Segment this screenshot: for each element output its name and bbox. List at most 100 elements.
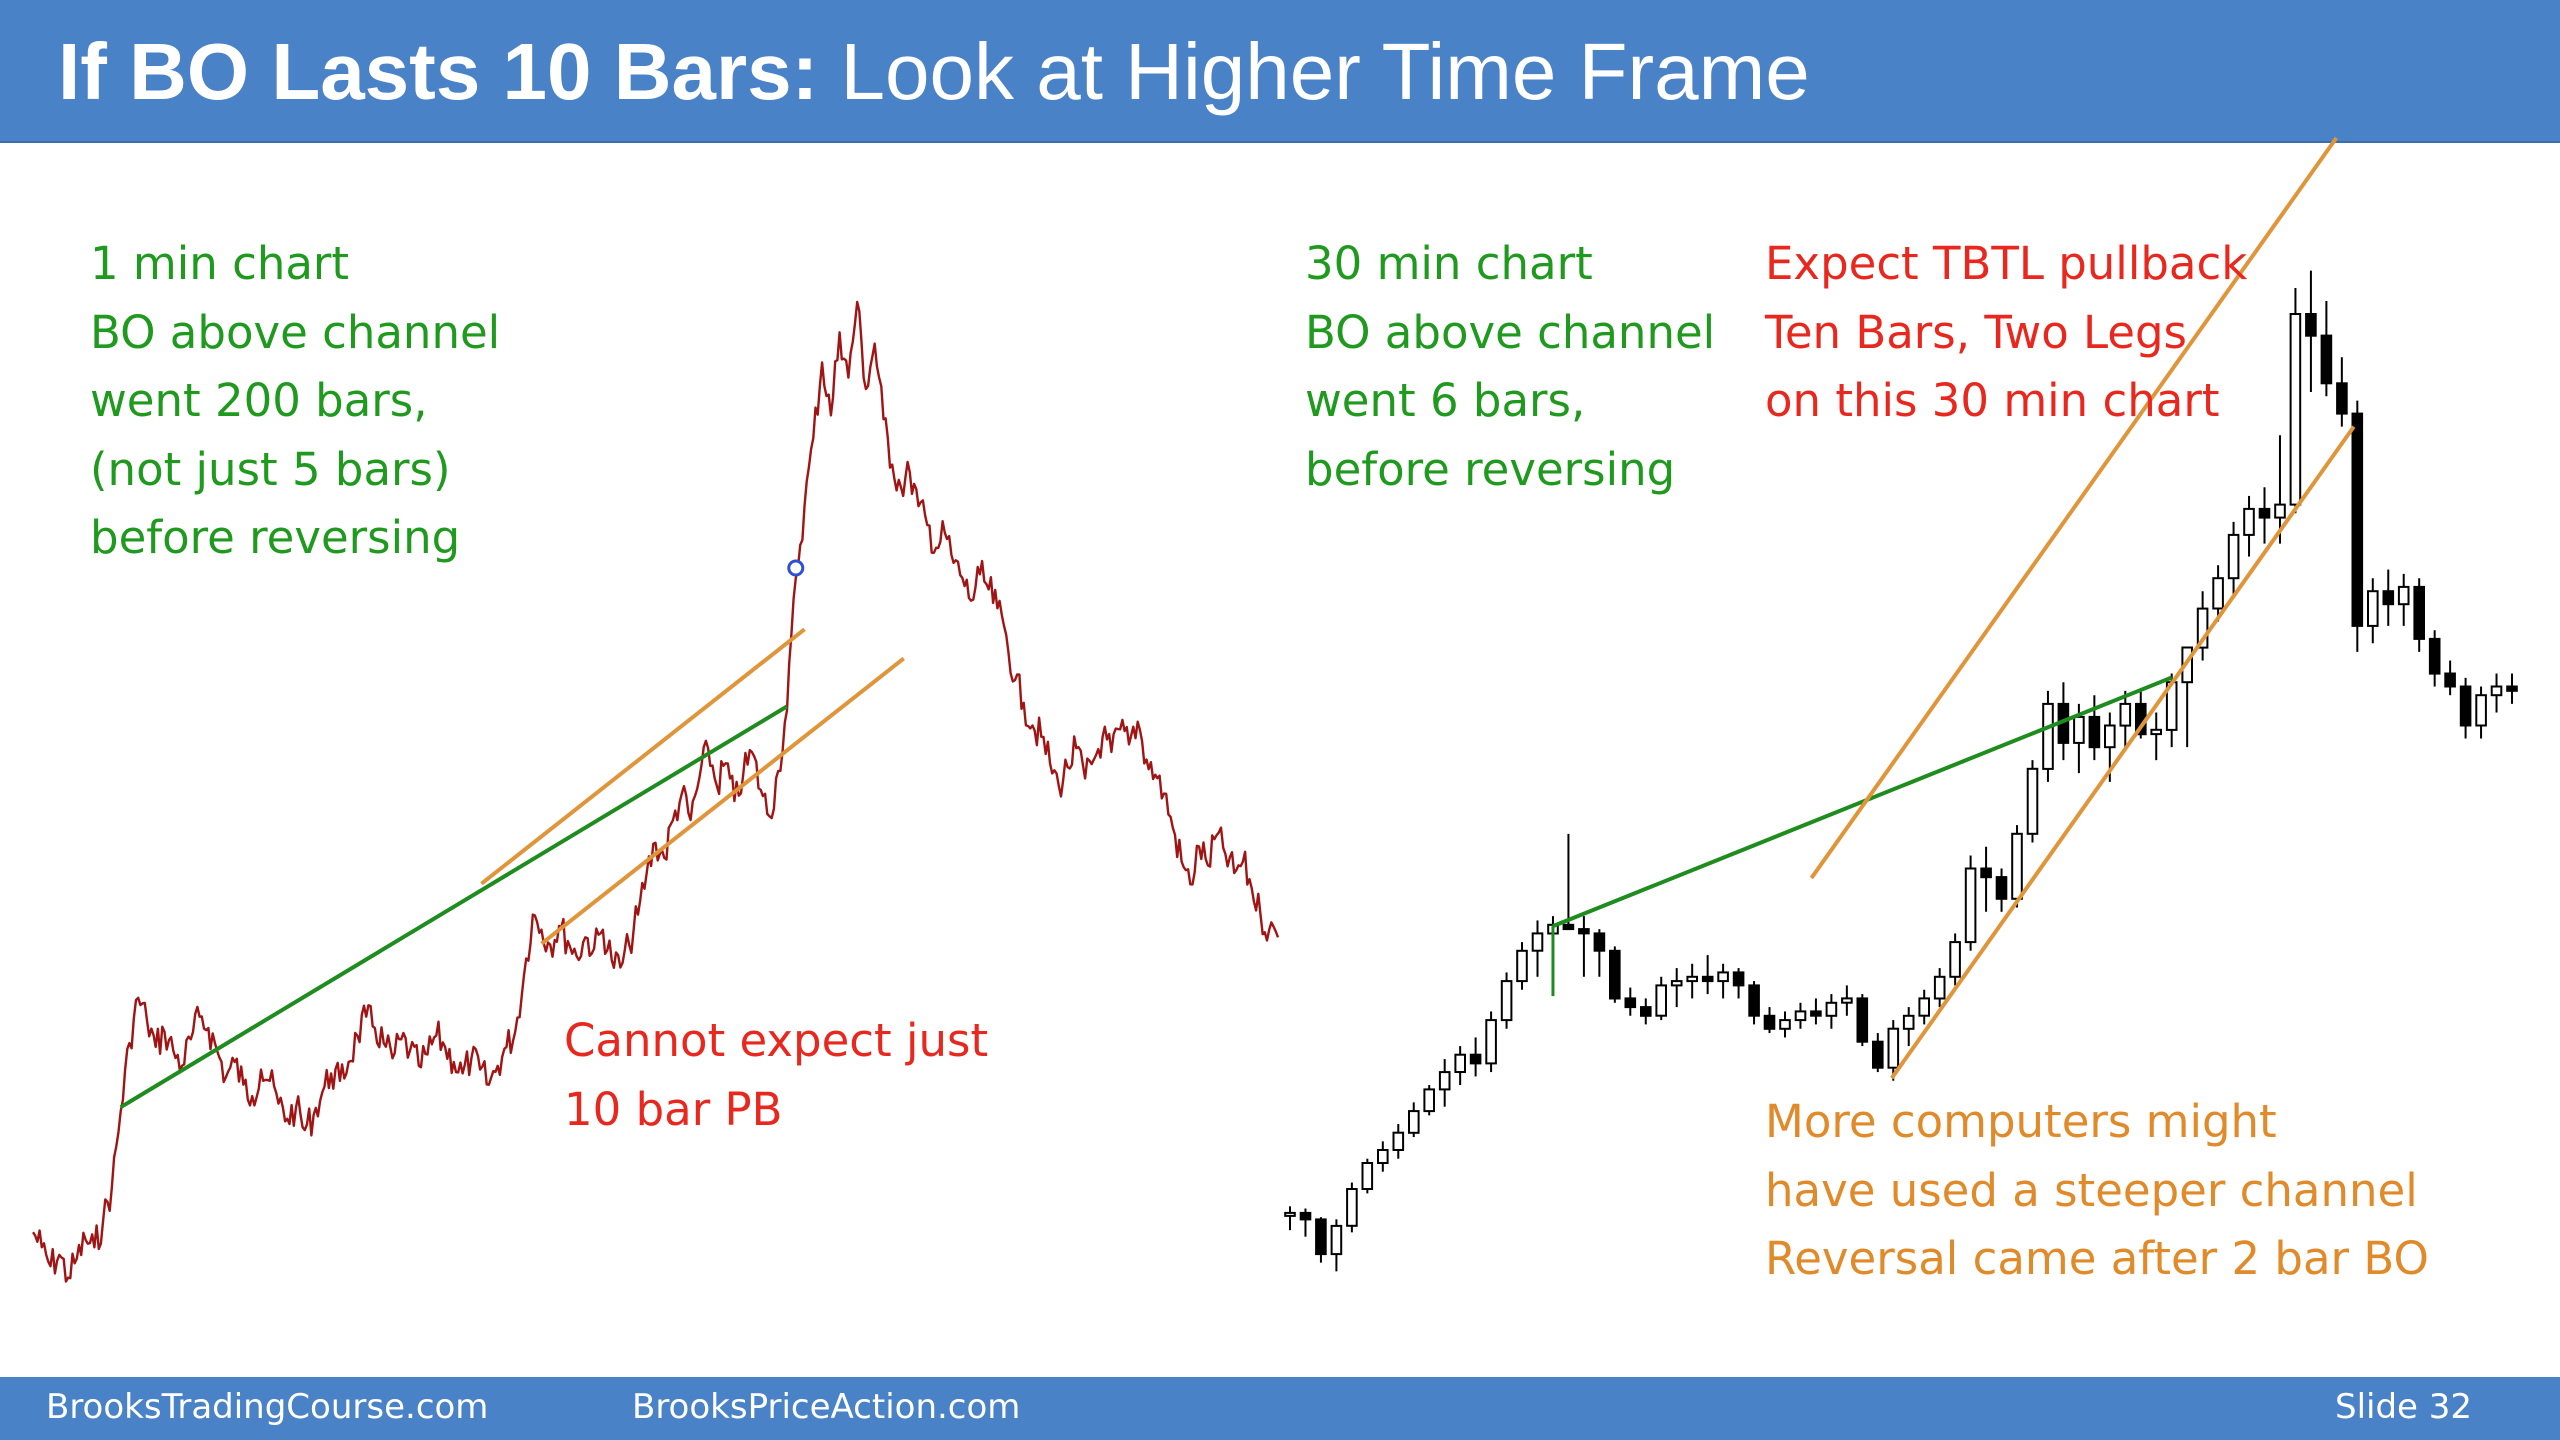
one-min-note-line: 1 min chart bbox=[90, 230, 500, 299]
candle-body bbox=[2322, 336, 2332, 384]
candle-body bbox=[1904, 1016, 1914, 1029]
candle-body bbox=[1966, 869, 1976, 943]
one-min-lower-channel-line bbox=[542, 658, 904, 943]
candle-body bbox=[1780, 1020, 1790, 1029]
candle-body bbox=[1502, 981, 1512, 1020]
candle-body bbox=[2012, 834, 2022, 899]
candle-body bbox=[1687, 977, 1697, 981]
candle-body bbox=[1455, 1055, 1465, 1072]
candle-body bbox=[2043, 704, 2053, 769]
thirty-min-note-line: before reversing bbox=[1305, 436, 1715, 505]
cursor-marker bbox=[789, 561, 803, 575]
candle-body bbox=[1858, 998, 1868, 1041]
one-min-note-line: BO above channel bbox=[90, 299, 500, 368]
computers-note-line: Reversal came after 2 bar BO bbox=[1765, 1225, 2429, 1294]
candle-body bbox=[1718, 972, 1728, 981]
candle-body bbox=[1796, 1011, 1806, 1020]
candle-body bbox=[2337, 383, 2347, 413]
computers-note-line: More computers might bbox=[1765, 1088, 2429, 1157]
candle-body bbox=[1579, 929, 1589, 933]
computers-note: More computers might have used a steeper… bbox=[1765, 1088, 2429, 1294]
candle-body bbox=[1873, 1042, 1883, 1068]
candle-body bbox=[1610, 951, 1620, 999]
candle-body bbox=[1517, 951, 1527, 981]
candle-body bbox=[1533, 933, 1543, 950]
footer-left-link[interactable]: BrooksTradingCourse.com bbox=[46, 1382, 488, 1432]
cannot-expect-note-line: Cannot expect just bbox=[564, 1007, 988, 1076]
thirty-min-note-line: 30 min chart bbox=[1305, 230, 1715, 299]
thirty-min-note-line: BO above channel bbox=[1305, 299, 1715, 368]
candle-body bbox=[2213, 578, 2223, 608]
slide-number: Slide 32 bbox=[2335, 1382, 2472, 1432]
candle-body bbox=[2105, 726, 2115, 748]
candle-body bbox=[2414, 587, 2424, 639]
cannot-expect-note: Cannot expect just 10 bar PB bbox=[564, 1007, 988, 1144]
candle-body bbox=[2368, 591, 2378, 626]
candle-body bbox=[1394, 1133, 1404, 1150]
candle-body bbox=[1301, 1213, 1311, 1220]
tbtl-note-line: on this 30 min chart bbox=[1765, 367, 2247, 436]
candle-body bbox=[1765, 1016, 1775, 1029]
candle-body bbox=[1827, 1003, 1837, 1016]
candle-body bbox=[2151, 730, 2161, 734]
candle-body bbox=[1363, 1163, 1373, 1189]
candle-body bbox=[1656, 985, 1666, 1015]
candle-body bbox=[1409, 1111, 1419, 1133]
candle-body bbox=[2229, 535, 2239, 578]
candle-body bbox=[1811, 1011, 1821, 1015]
candle-body bbox=[1471, 1055, 1481, 1064]
candle-body bbox=[1378, 1150, 1388, 1163]
candle-body bbox=[2476, 695, 2486, 725]
candle-body bbox=[2492, 687, 2502, 696]
candle-body bbox=[2306, 314, 2316, 336]
candle-body bbox=[2507, 687, 2517, 691]
candle-body bbox=[1626, 998, 1636, 1007]
one-min-note: 1 min chart BO above channel went 200 ba… bbox=[90, 230, 500, 573]
candle-body bbox=[2090, 717, 2100, 747]
candle-body bbox=[2260, 509, 2270, 518]
tbtl-note-line: Expect TBTL pullback bbox=[1765, 230, 2247, 299]
tbtl-note-line: Ten Bars, Two Legs bbox=[1765, 299, 2247, 368]
candle-body bbox=[1486, 1020, 1496, 1063]
cannot-expect-note-line: 10 bar PB bbox=[564, 1076, 988, 1145]
candle-body bbox=[1347, 1189, 1357, 1226]
candle-body bbox=[1564, 925, 1574, 929]
thirty-min-lower-channel-line bbox=[1892, 427, 2354, 1078]
thirty-min-note-line: went 6 bars, bbox=[1305, 367, 1715, 436]
candle-body bbox=[2028, 769, 2038, 834]
candle-body bbox=[1997, 877, 2007, 899]
candle-body bbox=[1440, 1072, 1450, 1089]
candle-body bbox=[1935, 977, 1945, 999]
thirty-min-note: 30 min chart BO above channel went 6 bar… bbox=[1305, 230, 1715, 504]
candle-body bbox=[1703, 977, 1713, 981]
candle-body bbox=[2121, 704, 2131, 726]
candle-body bbox=[2353, 414, 2363, 626]
candle-body bbox=[2244, 509, 2254, 535]
thirty-min-trend-line bbox=[1553, 678, 2172, 927]
one-min-upper-channel-line bbox=[481, 629, 804, 883]
candle-body bbox=[2275, 505, 2285, 518]
candle-body bbox=[1734, 972, 1744, 985]
one-min-note-line: before reversing bbox=[90, 504, 500, 573]
candle-body bbox=[1749, 985, 1759, 1015]
candle-body bbox=[1316, 1219, 1326, 1254]
tbtl-note: Expect TBTL pullback Ten Bars, Two Legs … bbox=[1765, 230, 2247, 436]
candle-body bbox=[2461, 687, 2471, 726]
candle-body bbox=[2384, 591, 2394, 604]
candle-body bbox=[1842, 998, 1852, 1002]
candle-body bbox=[2074, 717, 2084, 743]
candle-body bbox=[1672, 981, 1682, 985]
candle-body bbox=[1285, 1213, 1295, 1216]
footer-center-link[interactable]: BrooksPriceAction.com bbox=[632, 1382, 1020, 1432]
candle-body bbox=[2291, 314, 2301, 505]
candle-body bbox=[1595, 933, 1605, 950]
candle-body bbox=[1950, 942, 1960, 977]
candle-body bbox=[1424, 1089, 1434, 1111]
candle-body bbox=[1889, 1029, 1899, 1068]
candle-body bbox=[1919, 998, 1929, 1015]
candle-body bbox=[1332, 1226, 1342, 1254]
candle-body bbox=[2445, 674, 2455, 687]
one-min-note-line: went 200 bars, bbox=[90, 367, 500, 436]
one-min-note-line: (not just 5 bars) bbox=[90, 436, 500, 505]
